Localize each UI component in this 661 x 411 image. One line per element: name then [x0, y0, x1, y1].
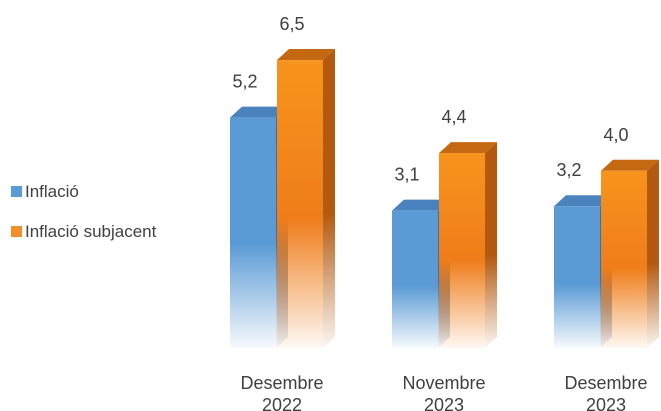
legend-swatch-inflacio-subjacent: [11, 226, 22, 237]
legend-swatch-inflacio: [11, 186, 22, 197]
x-tick-line: Desembre: [240, 373, 323, 393]
x-tick-line: Desembre: [564, 373, 647, 393]
legend-item-inflacio: Inflació: [11, 182, 79, 201]
bar-inflacio-subjacent-1: [439, 142, 497, 348]
data-labels-group: 5,2 6,5 3,1 4,4 3,2 4,0: [232, 14, 628, 185]
bar-top: [554, 195, 612, 207]
data-label: 4,4: [441, 107, 466, 127]
bar-inflacio-subjacent-2: [601, 159, 659, 348]
bar-side: [323, 49, 335, 349]
bar-top: [392, 199, 450, 211]
bar-top: [601, 159, 659, 171]
x-axis-ticks: Desembre 2022 Novembre 2023 Desembre 2023: [240, 373, 647, 411]
bar-inflacio-subjacent-0: [277, 49, 335, 349]
data-label: 6,5: [279, 14, 304, 34]
bar-front: [230, 117, 276, 348]
legend: Inflació Inflació subjacent: [11, 182, 157, 241]
bar-front: [439, 153, 485, 348]
bar-front: [554, 206, 600, 348]
x-tick-line: 2022: [262, 395, 302, 411]
data-label: 3,2: [556, 160, 581, 180]
x-tick-line: 2023: [586, 395, 626, 411]
bar-front: [601, 170, 647, 348]
legend-item-inflacio-subjacent: Inflació subjacent: [11, 222, 157, 241]
data-label: 4,0: [603, 125, 628, 145]
bar-front: [392, 210, 438, 348]
data-label: 5,2: [232, 72, 257, 92]
x-tick-line: 2023: [424, 395, 464, 411]
bar-side: [647, 159, 659, 348]
x-tick-line: Novembre: [402, 373, 485, 393]
bar-front: [277, 60, 323, 349]
legend-label-inflacio: Inflació: [25, 182, 79, 201]
x-tick-label-0: Desembre 2022: [240, 373, 323, 411]
bars-group: [230, 49, 659, 349]
bar-top: [439, 142, 497, 154]
legend-label-inflacio-subjacent: Inflació subjacent: [25, 222, 157, 241]
data-label: 3,1: [394, 165, 419, 185]
x-tick-label-1: Novembre 2023: [402, 373, 485, 411]
bar-top: [277, 49, 335, 61]
bar-side: [485, 142, 497, 348]
bar-top: [230, 106, 288, 118]
x-tick-label-2: Desembre 2023: [564, 373, 647, 411]
